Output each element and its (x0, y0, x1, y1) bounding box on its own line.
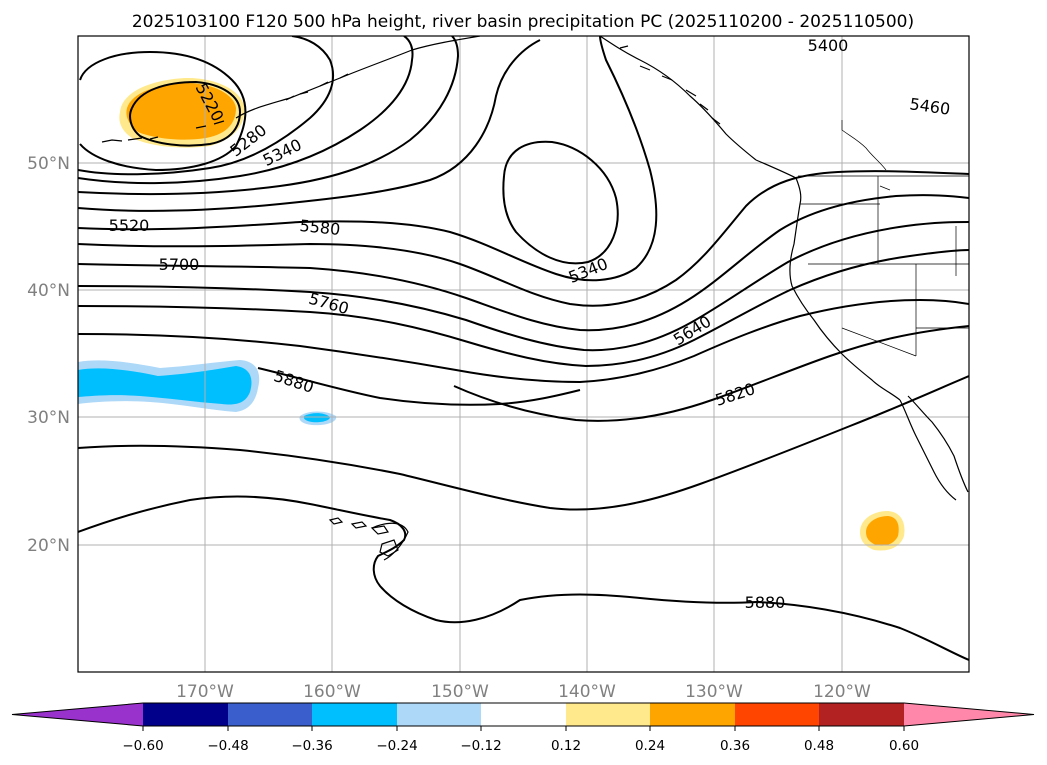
alaska-canada-border (841, 120, 887, 171)
contour-5220 (129, 80, 242, 147)
colorbar-bin-7 (650, 703, 735, 726)
colorbar-label-7: 0.24 (635, 738, 665, 754)
positive-anomaly-strong (126, 83, 236, 140)
political-borders (798, 120, 969, 357)
colorbar-label-1: −0.60 (122, 738, 163, 754)
contour-5760 (78, 221, 969, 352)
contour-5280-a (79, 50, 247, 172)
colorbar-bin-4 (397, 703, 481, 726)
colorbar: −0.60 −0.48 −0.36 −0.24 −0.12 0.12 0.24 … (11, 702, 1035, 754)
contour-5880-a (257, 367, 581, 406)
precip-shading (78, 77, 905, 551)
figure-title: 2025103100 F120 500 hPa height, river ba… (132, 12, 914, 32)
latitude-labels: 50°N 40°N 30°N 20°N (27, 154, 70, 556)
map-panel: 5400 5460 5220 5280 5340 5520 5580 5340 … (77, 35, 970, 673)
contour-line-2 (78, 36, 460, 195)
colorbar-label-4: −0.24 (376, 738, 417, 754)
positive-anomaly-baja (866, 516, 899, 546)
contour-label-5520: 5520 (109, 216, 150, 235)
lat-label-50n: 50°N (27, 154, 70, 174)
longitude-labels: 170°W 160°W 150°W 140°W 130°W 120°W (176, 682, 871, 702)
us-west-coastline (755, 159, 901, 401)
hawaii-coastline (328, 517, 399, 557)
contour-label-5700: 5700 (159, 255, 200, 274)
height-contours (78, 36, 969, 661)
contour-5820 (453, 325, 969, 422)
lon-label-160w: 160°W (303, 682, 361, 702)
lat-label-20n: 20°N (27, 536, 70, 556)
colorbar-bin-1 (143, 703, 228, 726)
lon-label-120w: 120°W (813, 682, 871, 702)
baja-mexico-coastline (899, 395, 969, 501)
colorbar-label-8: 0.36 (720, 738, 750, 754)
negative-anomaly-small (303, 413, 330, 423)
map-frame (77, 35, 970, 673)
colorbar-label-3: −0.36 (291, 738, 332, 754)
contour-label-5580: 5580 (299, 216, 341, 239)
colorbar-label-9: 0.48 (804, 738, 834, 754)
map-background (78, 36, 969, 672)
colorbar-extend-high (904, 703, 1034, 726)
colorbar-bin-6 (566, 703, 650, 726)
contour-5340-a (78, 36, 335, 176)
alaska-islands (101, 45, 721, 143)
colorbar-tick-labels: −0.60 −0.48 −0.36 −0.24 −0.12 0.12 0.24 … (122, 738, 919, 754)
colorbar-label-2: −0.48 (207, 738, 248, 754)
lon-label-140w: 140°W (558, 682, 616, 702)
colorbar-bin-2 (228, 703, 312, 726)
colorbar-bin-9 (819, 703, 904, 726)
contour-south-1 (78, 495, 969, 661)
contour-label-5400: 5400 (808, 36, 849, 55)
coastlines (101, 36, 969, 561)
negative-anomaly-strong (78, 366, 252, 405)
contour-line-1 (78, 36, 414, 185)
colorbar-label-5: −0.12 (460, 738, 501, 754)
colorbar-label-10: 0.60 (889, 738, 919, 754)
contour-5520 (78, 39, 541, 212)
colorbar-bin-8 (735, 703, 819, 726)
contour-line-3 (78, 298, 969, 384)
lon-label-150w: 150°W (431, 682, 489, 702)
colorbar-extend-low (12, 703, 143, 726)
contour-5580 (78, 36, 658, 282)
hawaii-island-outline (371, 522, 409, 561)
contour-closed-low (502, 140, 619, 265)
lat-label-40n: 40°N (27, 281, 70, 301)
alaska-coastline (235, 36, 757, 161)
colorbar-bin-5 (481, 703, 566, 726)
contour-5880-b (78, 375, 969, 511)
colorbar-label-6: 0.12 (551, 738, 581, 754)
lon-label-170w: 170°W (176, 682, 234, 702)
contour-5640 (78, 249, 969, 368)
contour-5640-line (78, 170, 969, 307)
colorbar-bin-3 (312, 703, 397, 726)
lon-label-130w: 130°W (685, 682, 743, 702)
lat-label-30n: 30°N (27, 408, 70, 428)
colorbar-ticks (142, 726, 905, 731)
contour-label-5880-b: 5880 (745, 593, 786, 612)
contour-5700 (78, 194, 969, 332)
